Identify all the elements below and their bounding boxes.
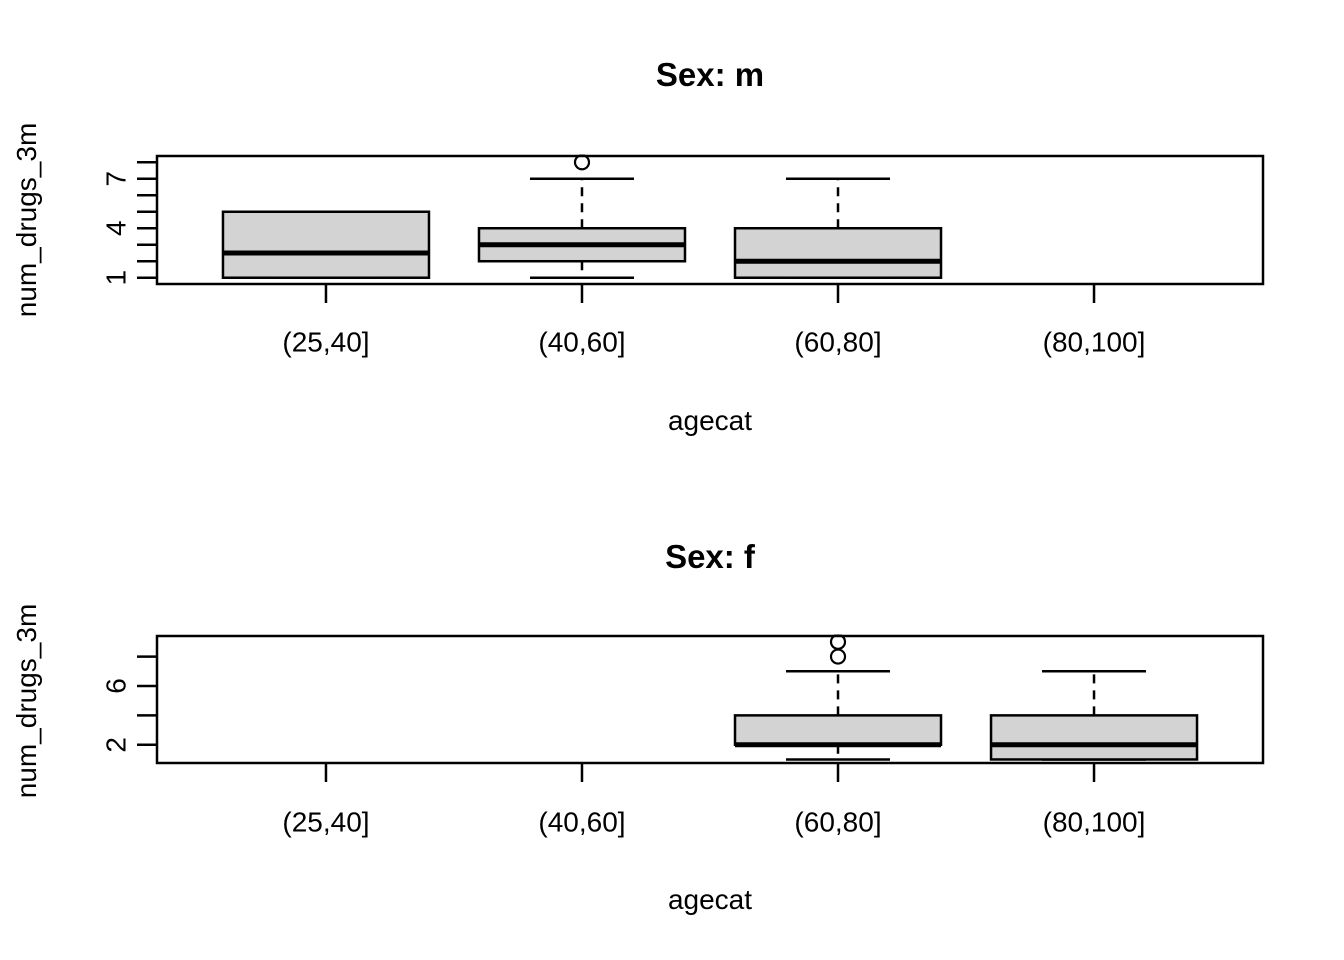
y-axis-label-m: num_drugs_3m (11, 122, 42, 318)
plot-frame (155, 634, 1265, 765)
category-label: (60,80] (794, 807, 881, 838)
outlier-point (573, 154, 591, 171)
category-label: (60,80] (794, 327, 881, 358)
y-tick-label: 1 (101, 270, 132, 286)
category-label: (25,40] (282, 807, 369, 838)
box-iqr (733, 226, 943, 279)
panel-data-area (733, 634, 1199, 761)
y-tick-label: 6 (101, 678, 132, 694)
category-label: (25,40] (282, 327, 369, 358)
category-label: (40,60] (538, 327, 625, 358)
x-axis-label-m: agecat (667, 405, 753, 436)
panel-title-f: Sex: f (665, 538, 755, 575)
plot-frame (155, 154, 1265, 286)
y-axis-label-f: num_drugs_3m (11, 603, 42, 799)
y-tick-label: 2 (101, 737, 132, 753)
panel-title-m: Sex: m (655, 56, 765, 93)
box-iqr (221, 210, 431, 279)
category-label: (80,100] (1043, 807, 1146, 838)
box-iqr (989, 714, 1199, 761)
y-tick-label: 7 (101, 171, 132, 187)
category-label: (40,60] (538, 807, 625, 838)
box-iqr (733, 714, 943, 747)
category-label: (80,100] (1043, 327, 1146, 358)
panel-axes: 1 4 7 (25,40] (40,60] (60,80] (80,100] (101, 154, 1265, 358)
x-axis-label-f: agecat (667, 884, 753, 915)
panel-axes: 2 6 (25,40] (40,60] (60,80] (80,100] (101, 634, 1265, 838)
outlier-point (829, 648, 847, 665)
y-tick-label: 4 (101, 220, 132, 236)
panel-data-area (221, 154, 943, 279)
